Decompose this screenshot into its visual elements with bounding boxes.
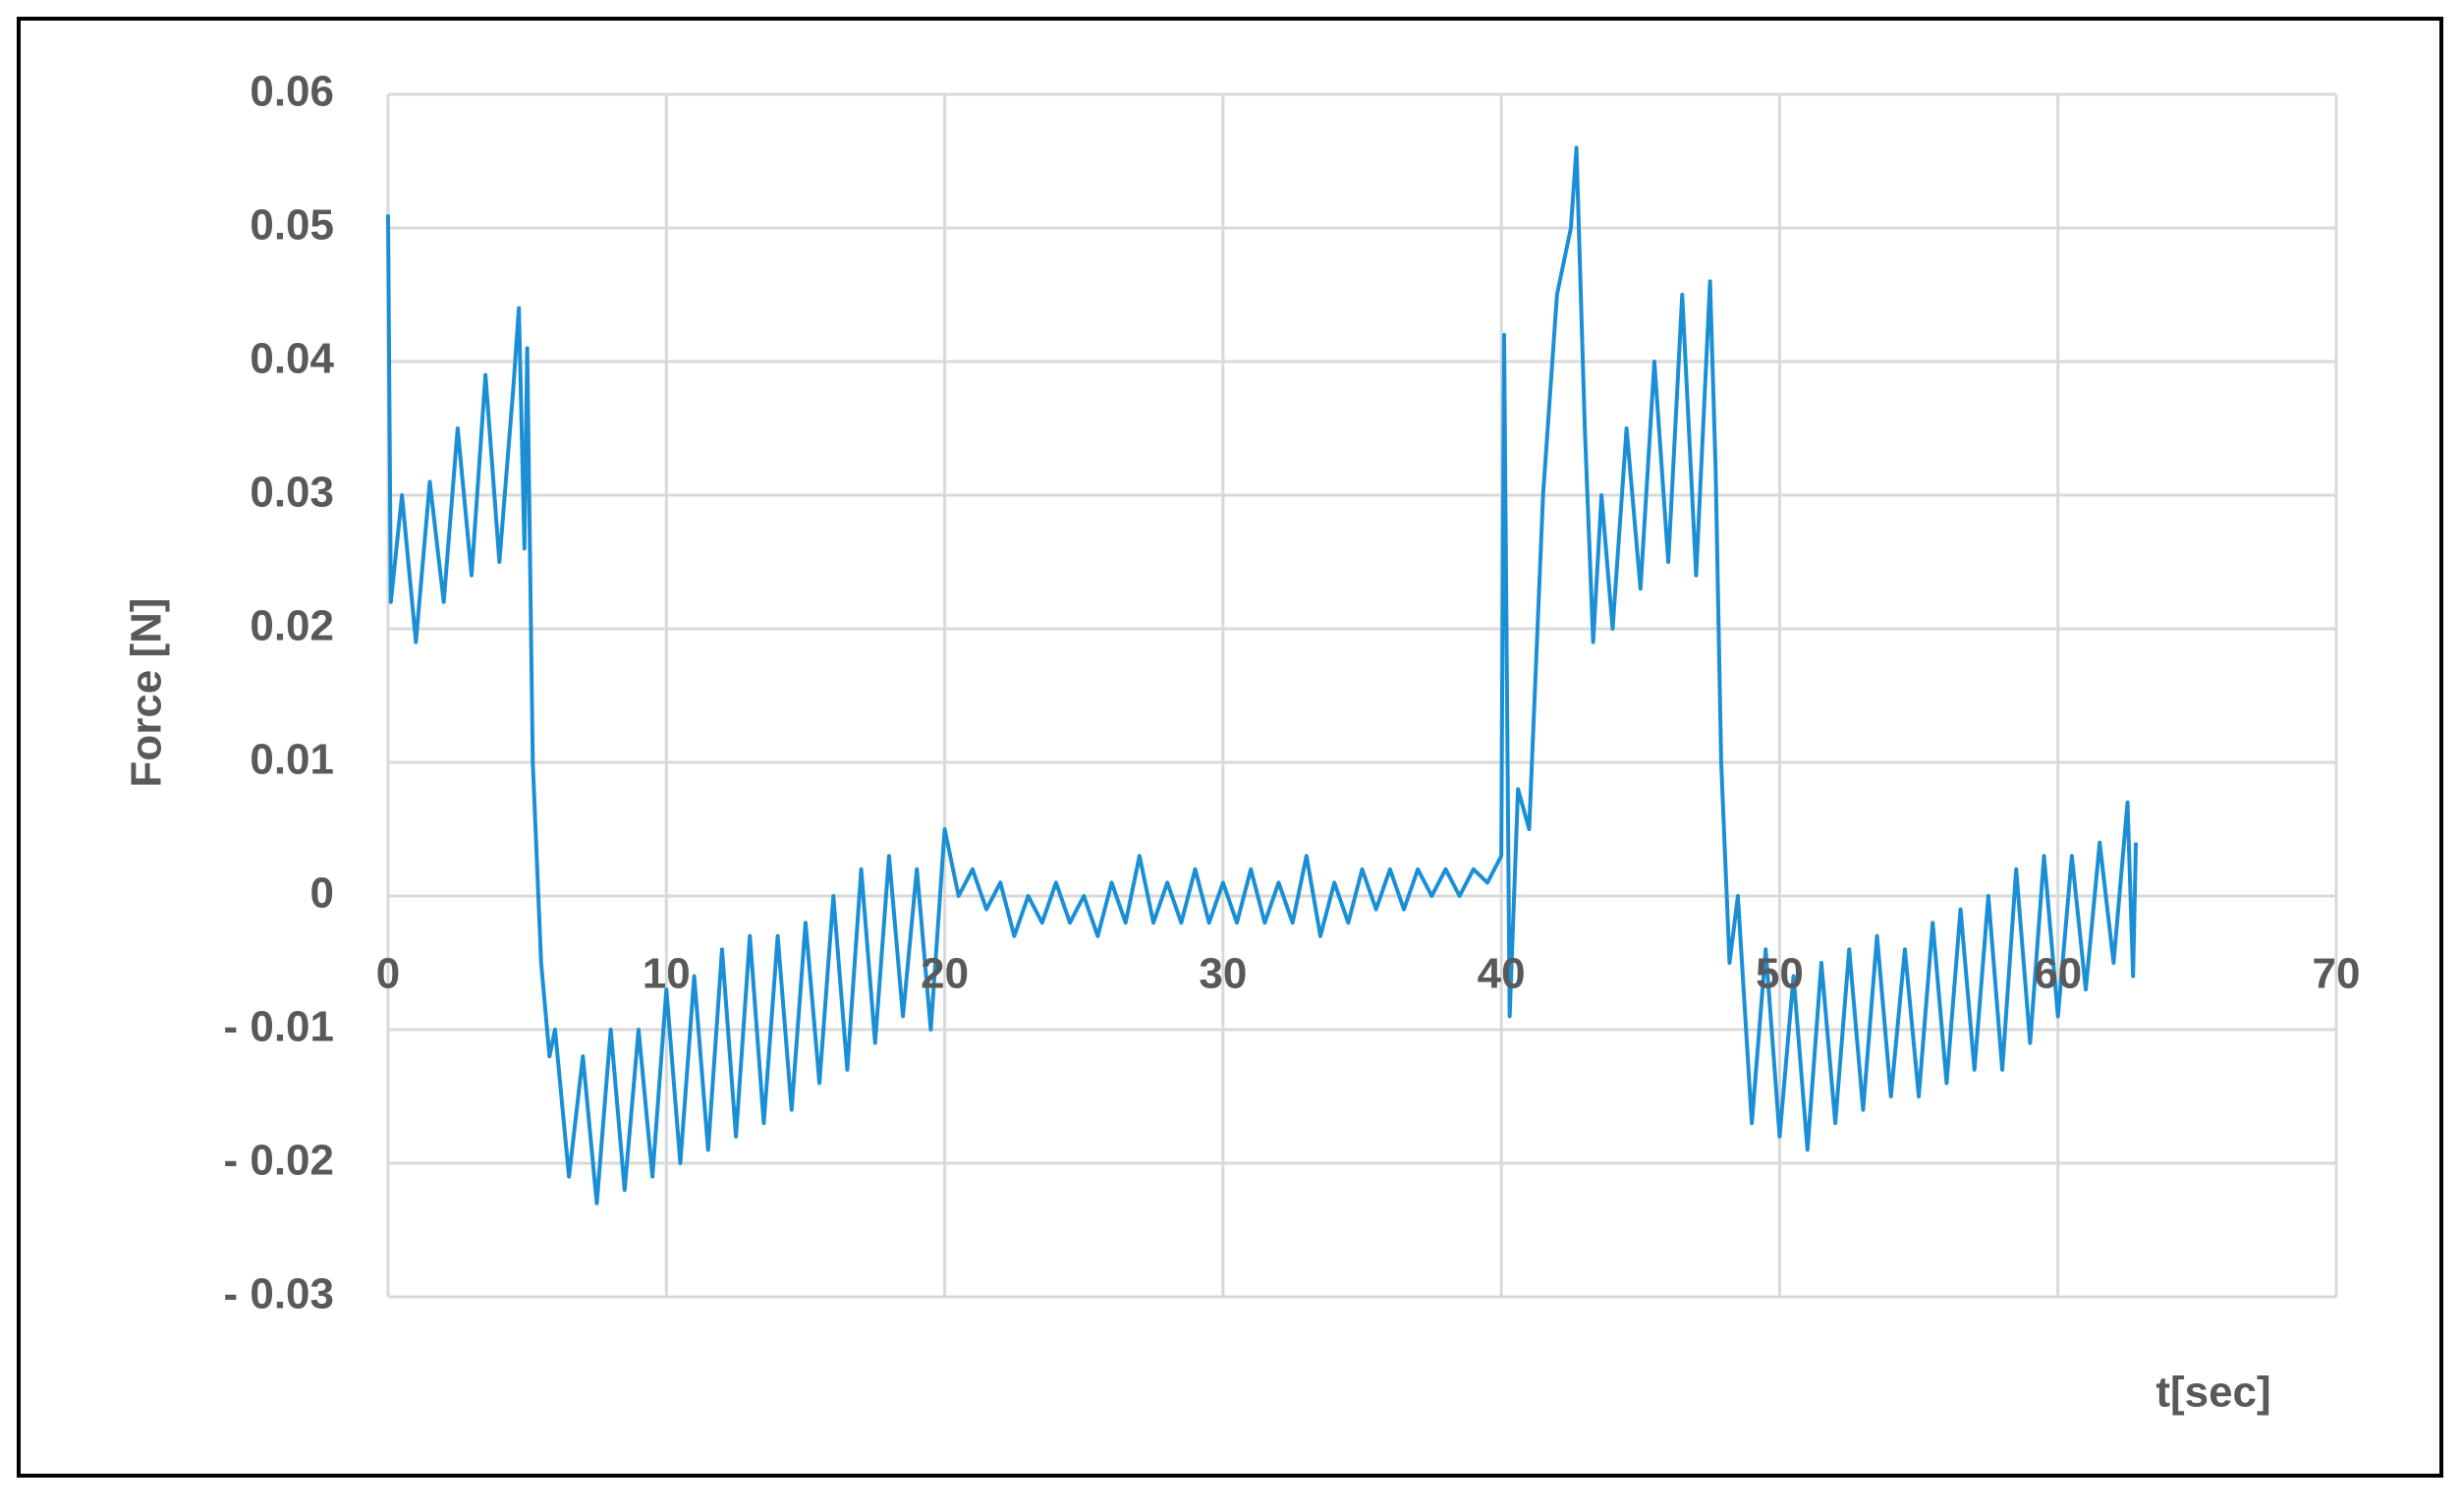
y-tick-label: - 0.03 [223, 1270, 334, 1318]
y-tick-label: 0.02 [250, 602, 334, 650]
data-line [386, 145, 2139, 1205]
x-tick-label: 20 [921, 950, 969, 998]
x-tick-label: 50 [1756, 950, 1804, 998]
y-tick-label: 0.05 [250, 201, 334, 250]
y-tick-label: - 0.02 [223, 1137, 334, 1185]
x-tick-label: 60 [2034, 950, 2082, 998]
x-axis-title: t[sec] [2155, 1369, 2270, 1417]
y-tick-label: 0.06 [250, 68, 334, 116]
y-axis-title: Force [N] [123, 597, 171, 787]
y-tick-label: 0.04 [250, 335, 334, 383]
y-tick-label: 0.03 [250, 469, 334, 517]
x-tick-label: 0 [376, 950, 400, 998]
x-tick-label: 70 [2313, 950, 2361, 998]
frame [17, 17, 2443, 1478]
x-tick-label: 10 [643, 950, 691, 998]
y-tick-label: 0.01 [250, 736, 334, 784]
x-tick-label: 40 [1478, 950, 1526, 998]
y-tick-label: 0 [310, 869, 334, 918]
y-tick-label: - 0.01 [223, 1003, 334, 1051]
x-tick-label: 30 [1199, 950, 1247, 998]
